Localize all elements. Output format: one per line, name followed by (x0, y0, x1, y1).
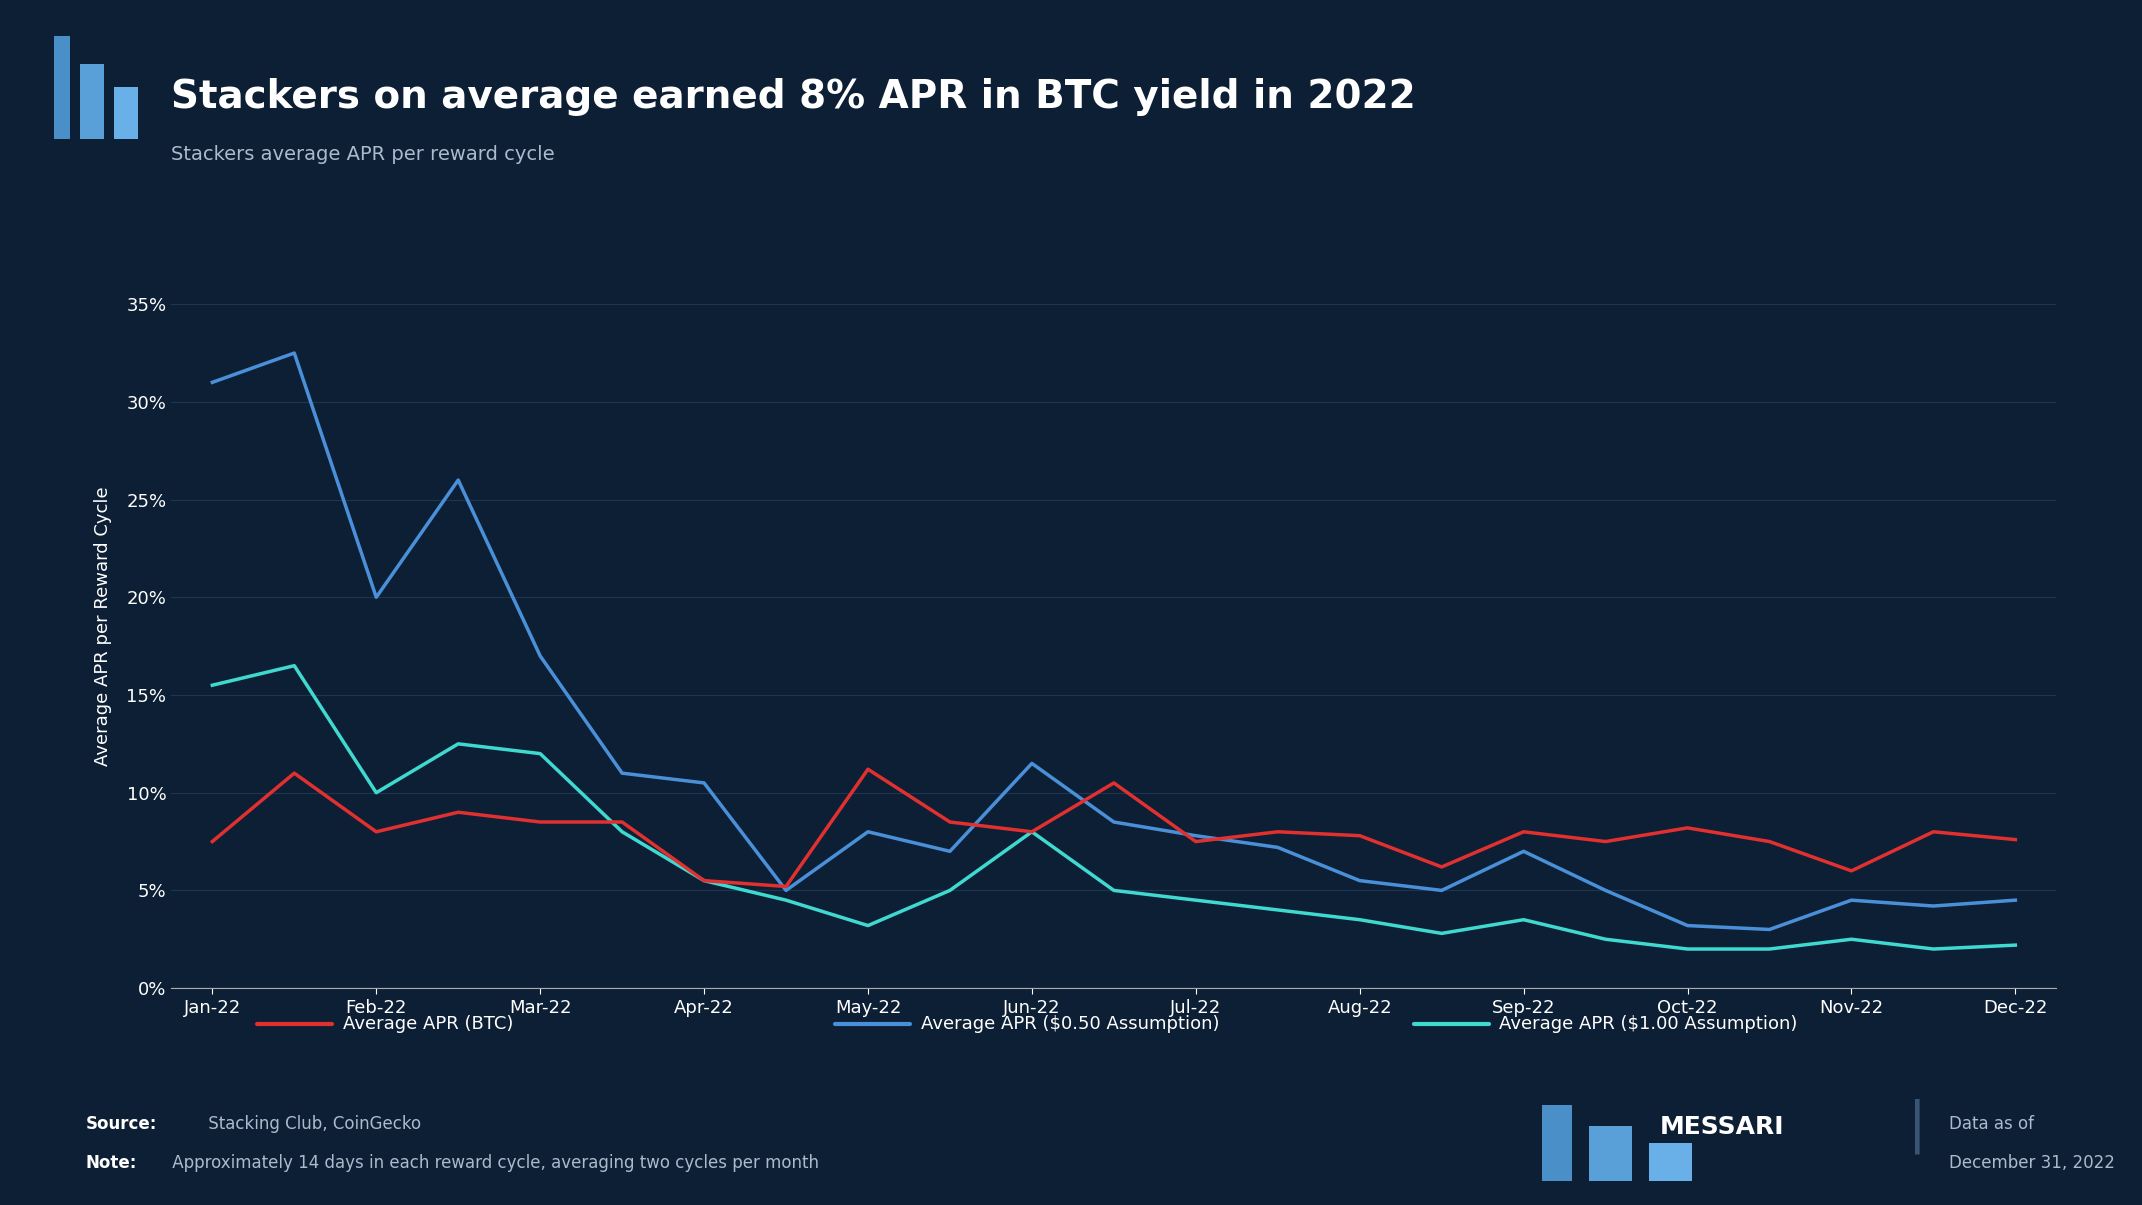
Text: Stacking Club, CoinGecko: Stacking Club, CoinGecko (203, 1115, 422, 1133)
Bar (1589, 1125, 1632, 1181)
Text: December 31, 2022: December 31, 2022 (1949, 1154, 2114, 1172)
Text: Stackers on average earned 8% APR in BTC yield in 2022: Stackers on average earned 8% APR in BTC… (171, 78, 1416, 117)
Text: MESSARI: MESSARI (1660, 1115, 1784, 1139)
Text: Stackers average APR per reward cycle: Stackers average APR per reward cycle (171, 145, 555, 164)
Y-axis label: Average APR per Reward Cycle: Average APR per Reward Cycle (94, 487, 114, 766)
Bar (47, 35, 71, 139)
Bar (1649, 1142, 1692, 1181)
Text: Average APR ($1.00 Assumption): Average APR ($1.00 Assumption) (1499, 1016, 1797, 1033)
Text: |: | (1909, 1099, 1926, 1154)
Text: Average APR (BTC): Average APR (BTC) (343, 1016, 514, 1033)
Text: Note:: Note: (86, 1154, 137, 1172)
Bar (1529, 1105, 1572, 1181)
Bar (79, 64, 105, 139)
Bar (114, 87, 137, 139)
Text: Approximately 14 days in each reward cycle, averaging two cycles per month: Approximately 14 days in each reward cyc… (167, 1154, 818, 1172)
Text: Average APR ($0.50 Assumption): Average APR ($0.50 Assumption) (921, 1016, 1219, 1033)
Text: Data as of: Data as of (1949, 1115, 2035, 1133)
Text: Source:: Source: (86, 1115, 156, 1133)
